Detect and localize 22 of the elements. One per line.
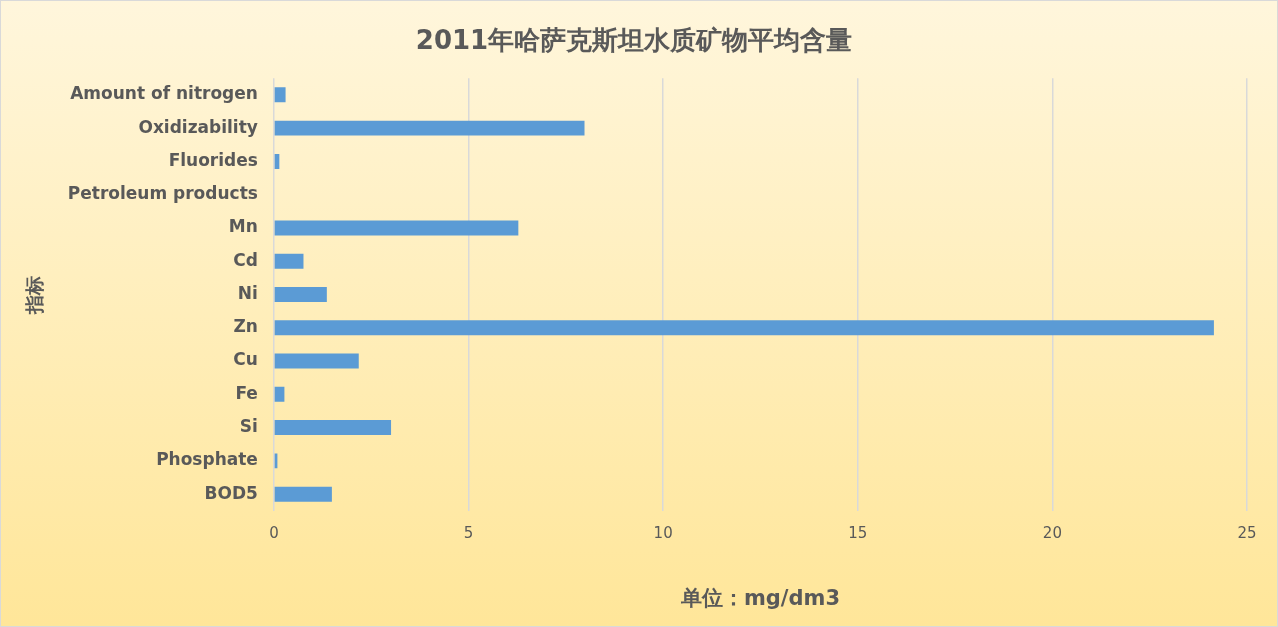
x-axis-title: 单位：mg/dm3 [679, 585, 841, 610]
x-tick-label: 10 [653, 523, 673, 542]
y-tick-label: Mn [228, 216, 258, 237]
y-tick-label: BOD5 [204, 482, 258, 503]
y-tick-label: Si [239, 416, 258, 437]
y-tick-label: Zn [233, 316, 258, 337]
y-tick-label: Amount of nitrogen [70, 83, 258, 104]
y-tick-label: Phosphate [156, 449, 258, 470]
x-tick-label: 5 [463, 523, 474, 542]
y-tick-label: Ni [237, 282, 258, 303]
y-tick-label: Oxidizability [138, 116, 258, 137]
chart-title: 2011年哈萨克斯坦水质矿物平均含量 [415, 25, 853, 56]
x-tick-label: 15 [848, 523, 868, 542]
y-tick-label: Fe [235, 382, 258, 403]
x-tick-label: 25 [1237, 523, 1257, 542]
x-tick-label: 20 [1042, 523, 1062, 542]
y-tick-label: Cd [233, 249, 258, 270]
y-tick-label: Petroleum products [67, 183, 258, 204]
y-tick-label: Cu [233, 349, 258, 370]
y-axis-title: 指标 [23, 275, 46, 315]
x-tick-label: 0 [269, 523, 279, 542]
y-tick-label: Fluorides [168, 149, 258, 170]
